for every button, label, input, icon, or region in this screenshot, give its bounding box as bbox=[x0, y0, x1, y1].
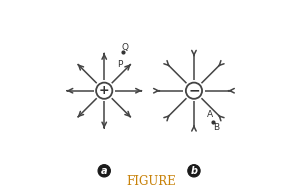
Text: B: B bbox=[213, 123, 219, 132]
Circle shape bbox=[186, 83, 202, 99]
Text: −: − bbox=[188, 84, 200, 98]
Text: +: + bbox=[99, 84, 109, 97]
Text: A: A bbox=[207, 110, 213, 119]
Text: P: P bbox=[117, 60, 122, 69]
Circle shape bbox=[96, 83, 112, 99]
Circle shape bbox=[98, 165, 110, 177]
Text: b: b bbox=[191, 166, 198, 176]
Text: FIGURE: FIGURE bbox=[127, 175, 176, 188]
Text: a: a bbox=[101, 166, 108, 176]
Circle shape bbox=[188, 165, 200, 177]
Text: Q: Q bbox=[122, 43, 129, 52]
